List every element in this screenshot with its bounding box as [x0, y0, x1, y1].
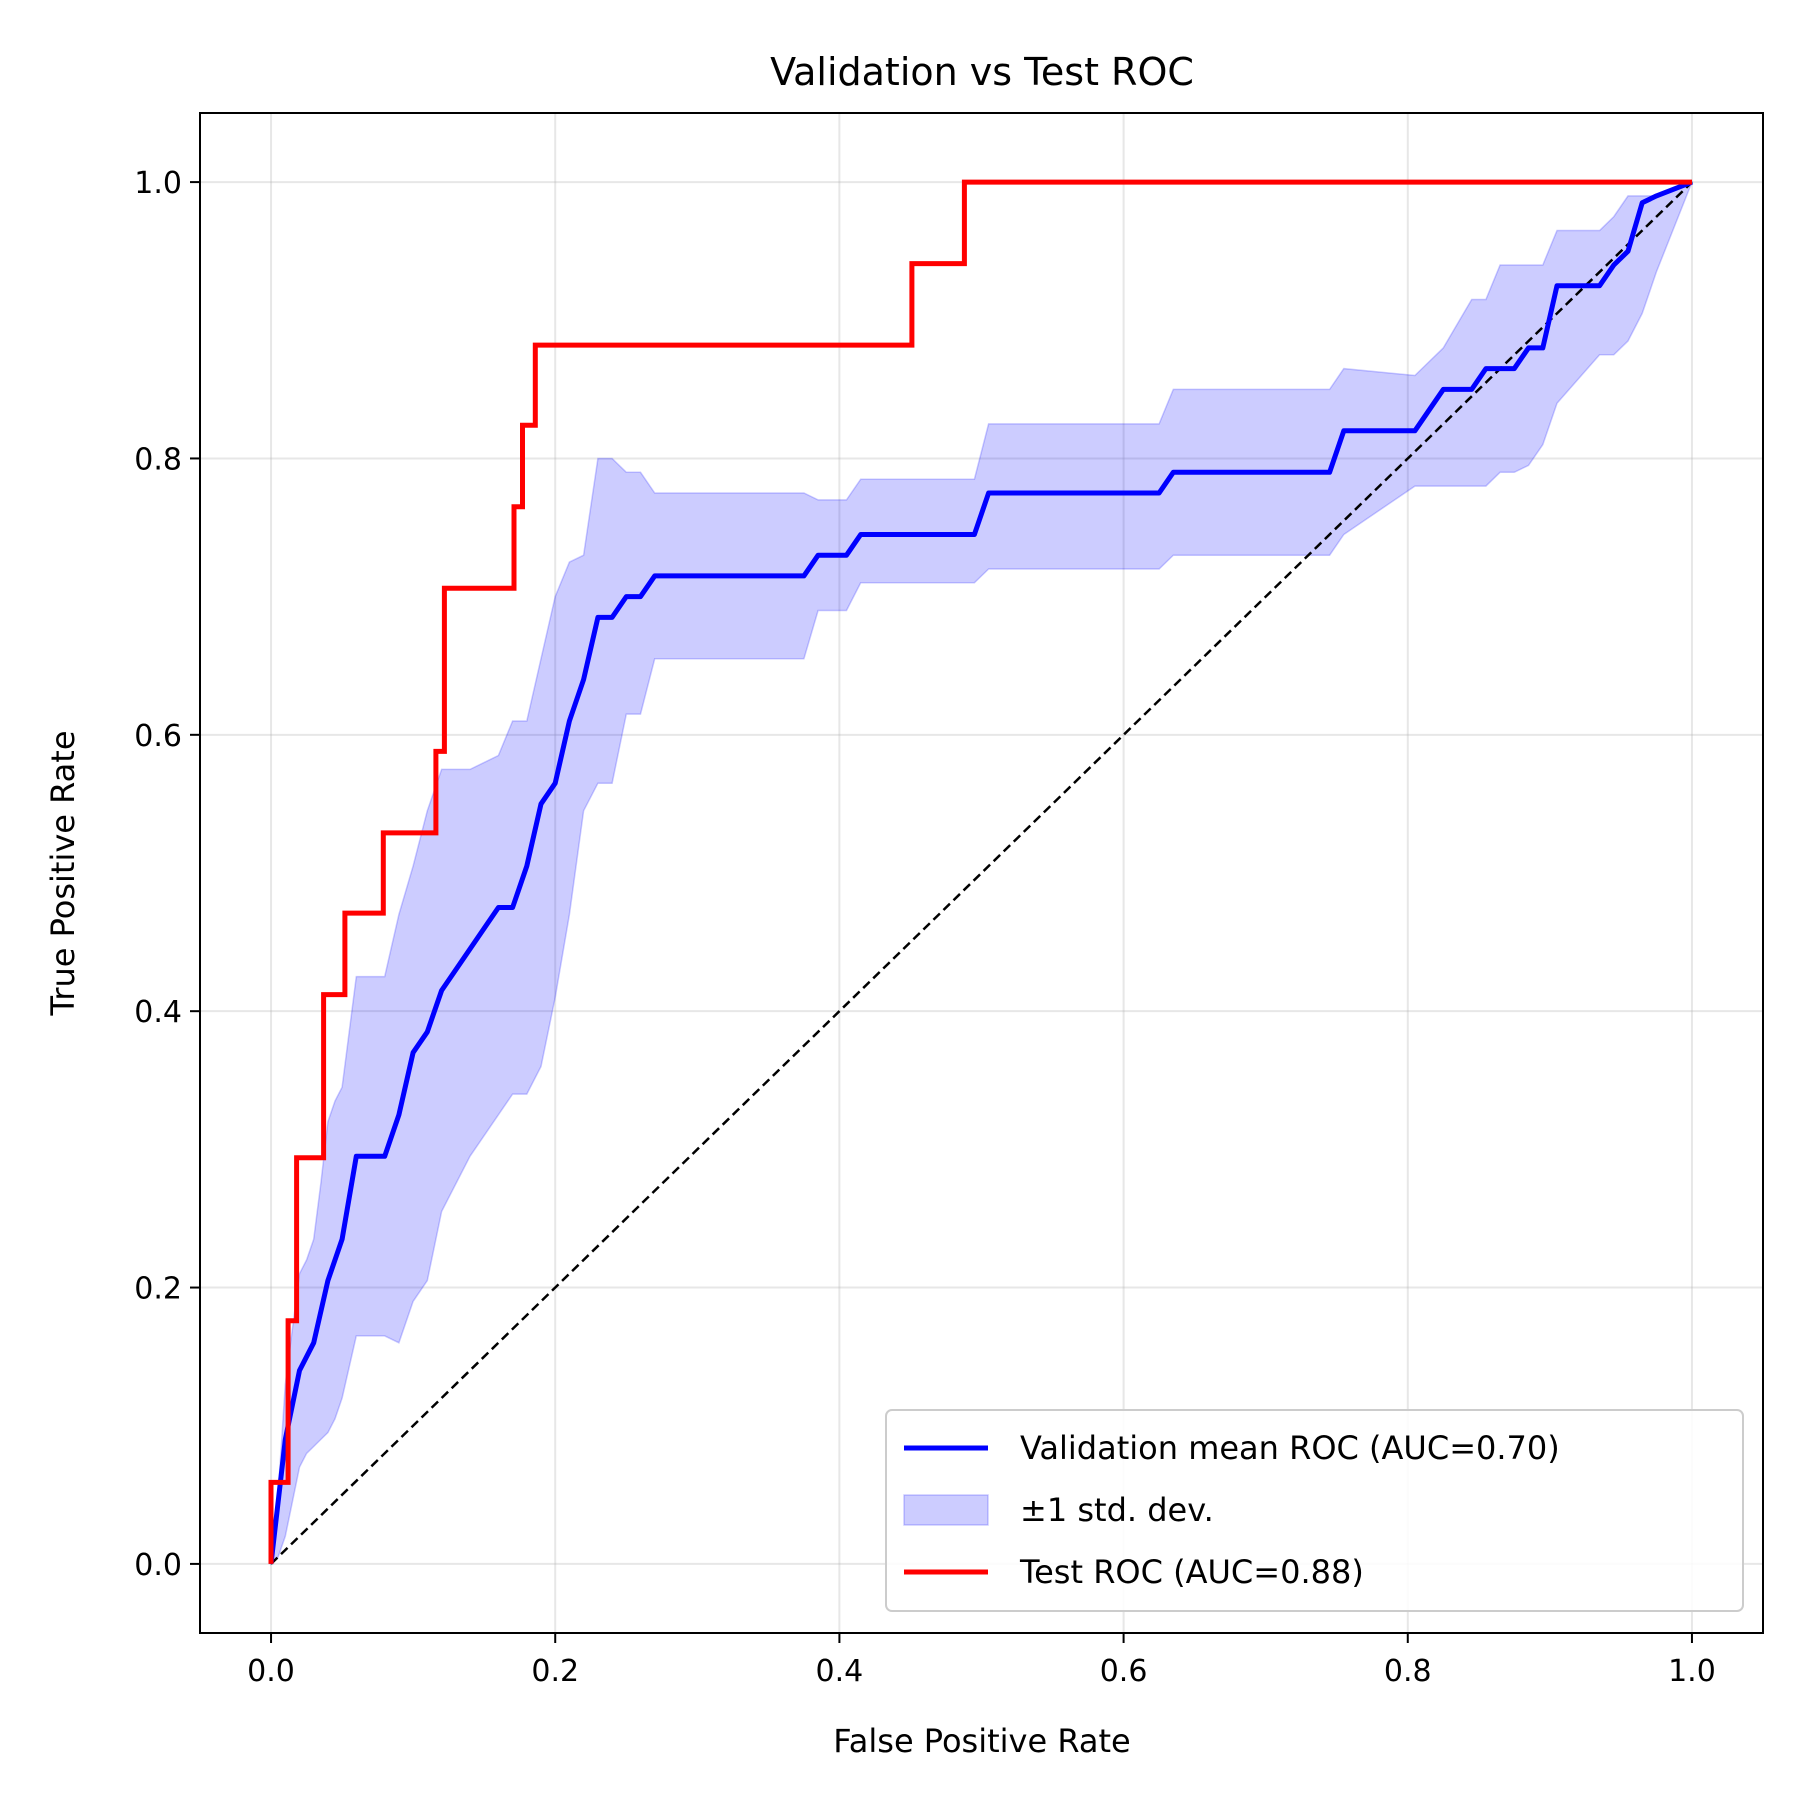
x-tick-label: 1.0 — [1668, 1654, 1716, 1689]
x-tick-label: 0.0 — [247, 1654, 295, 1689]
test-roc-line — [268, 179, 1692, 1564]
plot-area — [268, 179, 1694, 1566]
legend-label: ±1 std. dev. — [1020, 1491, 1214, 1529]
plot-frame — [199, 112, 1764, 1634]
legend-label: Test ROC (AUC=0.88) — [1019, 1553, 1364, 1591]
y-tick-label: 0.2 — [134, 1272, 182, 1307]
legend: Validation mean ROC (AUC=0.70) ±1 std. de… — [885, 1409, 1744, 1612]
y-tick-label: 1.0 — [134, 166, 182, 201]
x-tick-label: 0.4 — [816, 1654, 864, 1689]
y-axis-label: True Positive Rate — [44, 730, 82, 1016]
legend-swatch-band — [903, 1494, 989, 1526]
y-axis: 0.0 0.2 0.4 0.6 0.8 1.0 — [134, 166, 200, 1583]
y-tick-label: 0.6 — [134, 719, 182, 754]
x-tick-label: 0.8 — [1384, 1654, 1432, 1689]
x-axis: 0.0 0.2 0.4 0.6 0.8 1.0 — [247, 1633, 1716, 1689]
x-tick-label: 0.6 — [1100, 1654, 1148, 1689]
legend-label: Validation mean ROC (AUC=0.70) — [1020, 1429, 1560, 1467]
y-tick-label: 0.4 — [134, 995, 182, 1030]
chance-line — [270, 181, 1693, 1565]
x-tick-label: 0.2 — [531, 1654, 579, 1689]
legend-box — [885, 1409, 1744, 1612]
y-tick-label: 0.0 — [134, 1548, 182, 1583]
y-tick-label: 0.8 — [134, 442, 182, 477]
chart-title: Validation vs Test ROC — [770, 50, 1194, 94]
grid — [200, 113, 1763, 1633]
x-axis-label: False Positive Rate — [833, 1722, 1130, 1760]
validation-roc-line — [268, 179, 1693, 1565]
